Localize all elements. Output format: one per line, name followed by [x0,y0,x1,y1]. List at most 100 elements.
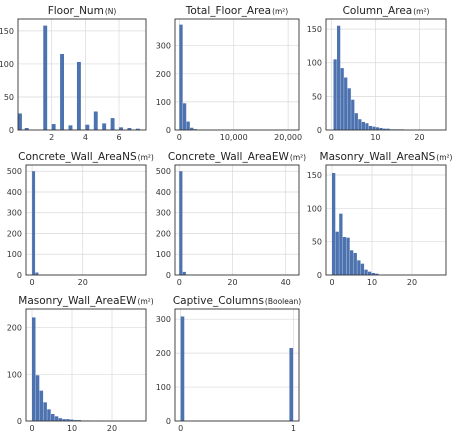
x-tick-label: 0 [29,424,34,433]
histogram-bar [375,273,379,275]
y-tick-label: 400 [156,188,171,197]
x-tick-label: 0 [177,133,182,142]
y-tick-label: 100 [156,250,171,259]
y-tick-label: 200 [156,229,171,238]
y-tick-label: 150 [0,27,14,36]
x-tick-label: 10,000 [220,133,248,142]
histogram-bar [372,126,376,130]
y-tick-label: 50 [312,92,322,101]
histogram-bar [93,111,98,130]
y-tick-label: 100 [7,250,22,259]
y-tick-label: 0 [166,126,171,135]
histogram-bar [353,253,357,275]
x-tick-label: 2 [49,133,54,142]
histogram-bar [127,128,132,130]
y-tick-label: 0 [166,417,171,426]
histogram-bar [182,103,187,130]
histogram-bar [85,124,90,130]
histogram-bar [35,272,39,275]
histogram-bar [66,419,70,421]
x-tick-label: 40 [281,278,291,287]
x-tick-label: 20 [107,424,117,433]
histogram-bar [73,420,78,421]
x-tick-label: 1 [291,424,296,433]
y-tick-label: 0 [317,126,322,135]
histogram-bar [39,390,44,421]
y-tick-label: 50 [4,93,14,102]
y-tick-label: 0 [317,271,322,280]
y-tick-label: 100 [156,383,171,392]
histogram-panel: 2 4 6 0 50 100 150 Floor_Num(N) [0,5,147,142]
histogram-bar [386,128,390,130]
histogram-bar [179,24,183,130]
panel-title: Concrete_Wall_AreaNS(m²) [18,151,154,163]
y-tick-label: 300 [156,315,171,324]
panel-title: Total_Floor_Area(m²) [185,5,289,17]
histogram-bar [337,25,341,130]
histogram-bar [24,128,29,130]
histogram-bar [68,125,73,130]
axes-frame [25,164,147,276]
x-tick-label: 20 [407,278,417,287]
axes-frame [325,164,447,276]
histogram-bar [360,263,365,275]
x-tick-label: 10 [67,424,77,433]
y-tick-label: 100 [307,204,322,213]
histogram-bar [76,61,81,131]
histogram-bar [32,317,36,421]
histogram-bar [43,402,47,421]
histogram-bar [347,88,351,130]
y-tick-label: 500 [7,167,22,176]
histogram-bar [342,237,347,275]
histogram-bar [51,124,56,130]
histogram-panel: 0 10,000 20,000 0 100 200 300 Total_Floor_Area(… [156,5,302,142]
x-tick-label: 4 [83,133,88,142]
histogram-bar [18,113,22,130]
histogram-bar [332,173,336,275]
histogram-bar [351,99,355,130]
x-tick-label: 10 [367,278,377,287]
panel-title: Floor_Num(N) [48,5,117,17]
histogram-bar [190,127,194,130]
axes-frame [174,164,300,276]
y-tick-label: 300 [156,42,171,51]
histogram-bar [62,419,66,421]
histogram-bar [35,375,40,421]
y-tick-label: 0 [17,417,22,426]
histogram-bar [43,25,48,130]
histogram-bar [333,59,337,131]
histogram-bar [364,269,368,275]
histogram-panel: 0 10 20 0 50 100 150 Masonry_Wall_AreaNS(m²) [307,151,453,287]
y-tick-label: 200 [7,324,22,333]
y-tick-label: 0 [166,271,171,280]
y-tick-label: 100 [7,370,22,379]
y-tick-label: 200 [156,70,171,79]
x-tick-label: 0 [30,278,35,287]
histogram-bar [60,54,65,131]
panel-title: Column_Area(m²) [343,5,430,17]
y-tick-label: 300 [7,209,22,218]
axes-frame [17,18,147,131]
histogram-bar [47,409,51,421]
histogram-bar [289,348,294,421]
histogram-bar [368,125,373,130]
histogram-bar [375,127,380,130]
y-tick-label: 200 [7,229,22,238]
histogram-bar [365,123,369,130]
histogram-bar [346,237,350,275]
x-tick-label: 20 [78,278,88,287]
y-tick-label: 100 [0,60,14,69]
y-tick-label: 200 [156,349,171,358]
x-tick-label: 0 [329,278,334,287]
histogram-bar [379,127,383,130]
histogram-bar [354,113,358,130]
histogram-bar [357,260,361,275]
y-tick-label: 0 [9,126,14,135]
histogram-bar [358,119,362,130]
x-tick-label: 0 [329,133,334,142]
histogram-bar [350,250,354,275]
y-tick-label: 150 [307,25,322,34]
histogram-bar [51,414,55,421]
x-tick-label: 10 [370,133,380,142]
histogram-bar [361,121,365,130]
